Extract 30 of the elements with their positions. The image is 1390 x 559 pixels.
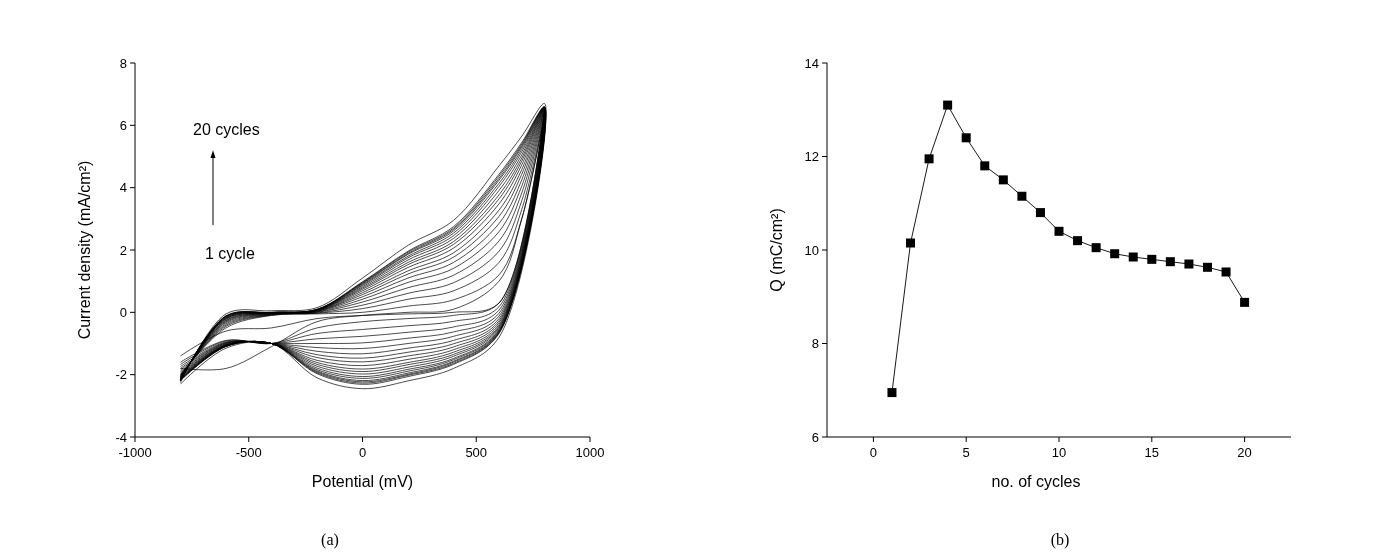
y-tick-label: -4: [115, 429, 127, 445]
y-tick-label: 6: [119, 117, 127, 133]
x-axis-title: Potential (mV): [311, 473, 414, 490]
x-tick-label: 0: [358, 445, 367, 460]
x-tick-label: -500: [235, 445, 262, 460]
y-tick-label: 10: [804, 242, 819, 258]
x-axis-title: no. of cycles: [991, 473, 1081, 490]
y-axis-title: Current density (mA/cm²): [76, 160, 93, 340]
y-tick-label: 12: [804, 149, 819, 164]
x-tick-label: 15: [1144, 445, 1160, 460]
y-tick-label: 0: [119, 304, 127, 320]
annotation: 20 cycles: [193, 120, 260, 138]
x-tick-label: 20: [1237, 445, 1252, 460]
text: (a): [321, 531, 339, 549]
x-tick-label: 0: [869, 445, 878, 460]
x-tick-label: -1000: [118, 445, 152, 460]
x-tick-label: 10: [1051, 445, 1067, 460]
x-tick-label: 1000: [575, 445, 605, 460]
y-tick-label: 14: [804, 55, 819, 71]
y-tick-label: 8: [119, 55, 127, 71]
y-tick-label: 2: [119, 242, 127, 258]
x-tick-label: 500: [465, 445, 488, 460]
y-tick-label: 8: [811, 336, 819, 351]
y-axis-title: Q (mC/cm²): [768, 208, 785, 292]
y-tick-label: -2: [115, 367, 127, 383]
text: (b): [1050, 531, 1070, 549]
y-tick-label: 4: [119, 180, 127, 196]
annotation: 1 cycle: [205, 245, 255, 263]
y-tick-label: 6: [811, 429, 819, 445]
x-tick-label: 5: [962, 445, 970, 460]
